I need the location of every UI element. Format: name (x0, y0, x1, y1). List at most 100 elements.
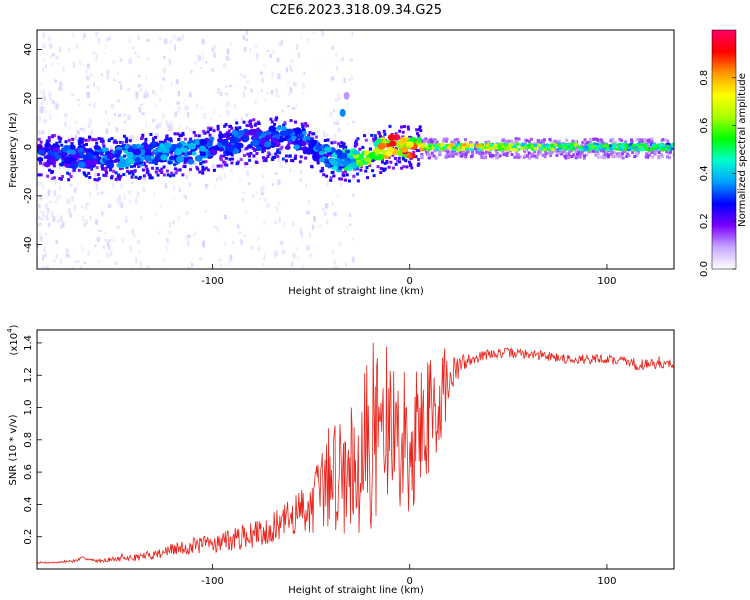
spectrogram-noise-speck (306, 38, 309, 41)
spectrogram-cell (248, 124, 252, 128)
spectrogram-blob (242, 136, 250, 142)
spectrogram-cell (555, 153, 559, 157)
spectrogram-noise-speck (260, 187, 264, 193)
spectrogram-cell (514, 150, 518, 154)
spectrogram-blob (160, 154, 168, 161)
spectrogram-noise-speck (340, 57, 345, 62)
spectrogram-blob (634, 148, 639, 152)
spectrogram-blob (114, 158, 121, 163)
spectrogram-cell (402, 165, 406, 169)
spectrogram-cell (218, 131, 222, 135)
spectrogram-noise-speck (38, 115, 41, 122)
spectrogram-cell (372, 137, 376, 141)
spectrogram-cell (321, 168, 325, 172)
spectrogram-blob (670, 143, 674, 147)
spectrogram-blob (198, 145, 207, 152)
spectrogram-blob (199, 138, 207, 146)
spectrogram-noise-speck (44, 266, 49, 269)
spectrogram-cell (630, 139, 634, 143)
spectrogram-noise-speck (242, 75, 247, 78)
spectrogram-noise-speck (130, 181, 134, 184)
spectrogram-noise-speck (38, 81, 42, 86)
spectrogram-noise-speck (107, 244, 111, 250)
spectrogram-cell (611, 155, 615, 159)
spectrogram-cell (119, 174, 123, 178)
spectrogram-blob (640, 148, 645, 152)
colorbar-tick-label: 0.4 (699, 165, 710, 181)
spectrogram-cell (235, 162, 239, 166)
spectrogram-noise-speck (87, 250, 90, 256)
spectrogram-cell (57, 136, 61, 140)
spectrogram-cell (69, 175, 73, 179)
spectrogram-blob (46, 157, 55, 165)
spectrogram-cell (584, 142, 588, 146)
spectrogram-blob (93, 151, 100, 157)
spectrogram-cell (603, 152, 607, 156)
colorbar-tick-label: 0.6 (699, 118, 710, 134)
spectrogram-noise-speck (75, 43, 79, 50)
spectrogram-cell (615, 143, 619, 147)
spectrogram-noise-speck (290, 261, 294, 268)
spectrogram-noise-speck (131, 228, 135, 234)
spectrogram-cell (516, 155, 520, 159)
spectrogram-blob (545, 145, 550, 149)
spectrogram-cell (219, 158, 223, 162)
spectrogram-noise-speck (127, 190, 132, 195)
spectrogram-cell (323, 139, 327, 143)
spectrogram-noise-speck (64, 121, 67, 127)
spectrogram-blob (373, 155, 380, 161)
spectrogram-noise-speck (39, 235, 43, 239)
spectrogram-cell (633, 155, 637, 159)
spectrogram-noise-speck (211, 67, 215, 72)
spectrogram-cell (181, 173, 185, 177)
spectrogram-noise-speck (135, 91, 139, 98)
spectrogram-cell (435, 140, 439, 144)
spectrogram-cell (103, 168, 107, 172)
spectrogram-cell (400, 166, 404, 170)
spectrogram-noise-speck (66, 198, 71, 204)
spectrogram-noise-speck (61, 87, 64, 91)
spectrogram-noise-speck (297, 256, 300, 261)
spectrogram-cell (535, 156, 539, 160)
spectrogram-noise-speck (74, 121, 77, 124)
spectrogram-noise-speck (52, 53, 55, 57)
spectrogram-blob (346, 166, 353, 172)
spectrogram-cell (666, 155, 670, 159)
spectrogram-noise-speck (275, 94, 280, 98)
spectrogram-noise-speck (39, 210, 42, 214)
spectrogram-noise-speck (69, 127, 71, 130)
spectrogram-noise-speck (177, 90, 180, 97)
spectrogram-cell (95, 166, 99, 170)
spectrogram-cell (223, 161, 227, 165)
spectrogram-blob (69, 149, 77, 155)
spectrogram-noise-speck (38, 203, 41, 209)
spectrogram-noise-speck (201, 106, 203, 110)
spectrogram-cell (87, 138, 91, 142)
spectrogram-cell (254, 160, 258, 164)
spectrogram-cell (80, 139, 84, 143)
spectrogram-cell (473, 147, 477, 151)
spectrogram-noise-speck (261, 78, 264, 83)
spectrogram-cell (176, 168, 180, 172)
spectrogram-cell (645, 139, 649, 143)
spectrogram-noise-speck (86, 63, 90, 69)
spectrogram-noise-speck (39, 105, 43, 109)
spectrogram-cell (642, 138, 646, 142)
spectrogram-noise-speck (48, 110, 51, 116)
spectrogram-cell (189, 137, 193, 141)
spectrogram-noise-speck (58, 185, 62, 190)
spectrogram-noise-speck (112, 237, 116, 242)
spectrogram-noise-speck (44, 64, 47, 68)
spectrogram-blob (305, 135, 311, 140)
spectrogram-noise-speck (44, 253, 47, 258)
spectrogram-blob (624, 143, 629, 147)
spectrogram-cell (638, 140, 642, 144)
spectrogram-cell (387, 165, 391, 169)
spectrogram-cell (223, 134, 227, 138)
spectrogram-cell (664, 138, 668, 142)
spectrogram-noise-speck (331, 202, 334, 206)
spectrogram-cell (361, 145, 365, 149)
spectrogram-noise-speck (223, 173, 226, 179)
spectrogram-cell (443, 137, 447, 141)
